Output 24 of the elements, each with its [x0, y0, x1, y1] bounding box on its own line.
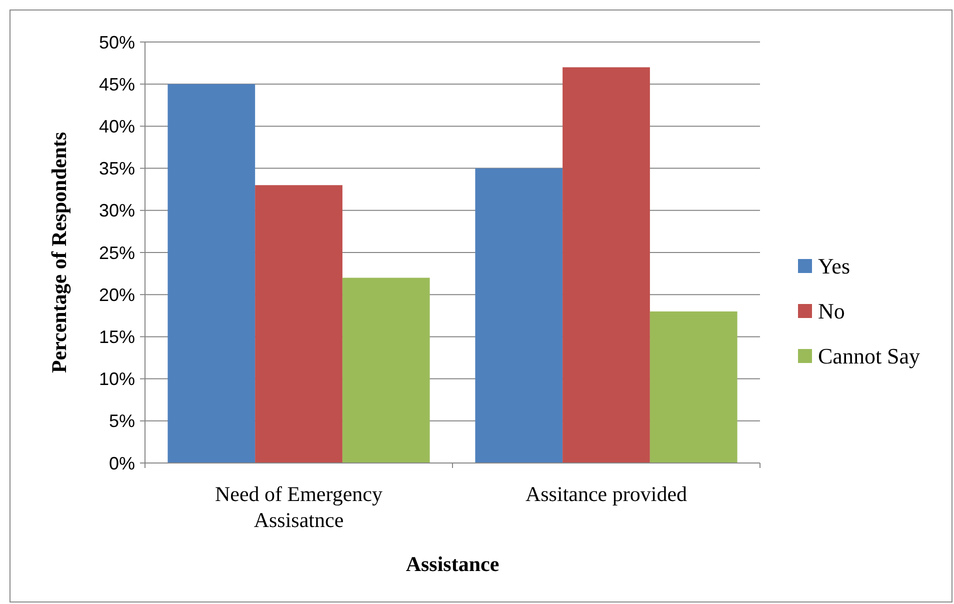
y-tick-label: 35% — [98, 158, 135, 179]
y-tick-label: 30% — [98, 200, 135, 221]
legend-label: Yes — [818, 254, 850, 279]
y-tick-label: 45% — [98, 74, 135, 94]
y-tick-label: 25% — [98, 242, 135, 263]
y-tick-label: 20% — [98, 284, 135, 305]
y-tick-label: 40% — [98, 116, 135, 136]
x-tick-label: Need of Emergency Assisatnce — [214, 482, 384, 532]
x-tick-label: Assitance provided — [525, 482, 688, 506]
y-tick-label: 0% — [108, 453, 135, 474]
bar — [650, 311, 738, 463]
y-tick-label: 50% — [98, 32, 135, 52]
y-tick-label: 5% — [108, 411, 135, 432]
x-axis-title: Assistance — [406, 552, 500, 576]
legend-label: No — [818, 298, 845, 324]
bar — [562, 67, 650, 463]
y-tick-label: 10% — [98, 369, 135, 390]
bar — [342, 278, 430, 463]
bar — [255, 185, 342, 463]
y-tick-label: 15% — [98, 327, 135, 347]
bar — [475, 168, 563, 463]
legend-label: Cannot Say — [818, 344, 920, 369]
bar — [168, 84, 256, 463]
y-axis-title: Percentage of Respondents — [47, 132, 71, 374]
